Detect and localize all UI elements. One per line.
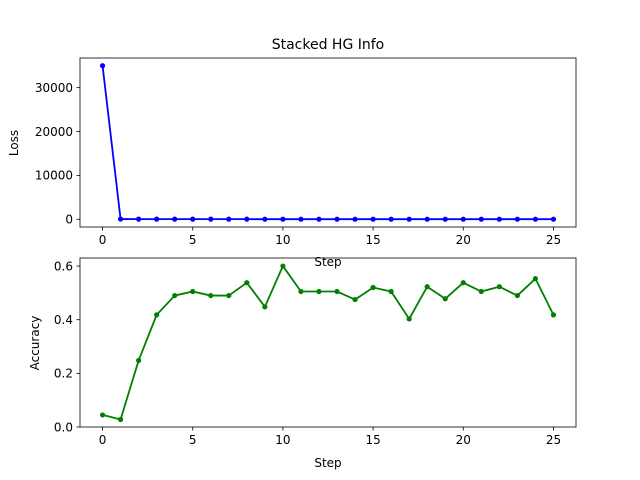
accuracy-x-tick-label: 25 [546, 433, 561, 447]
accuracy-data-point [550, 312, 557, 318]
loss-data-point [226, 216, 232, 222]
loss-x-tick-label: 15 [365, 233, 380, 247]
loss-data-point [442, 216, 448, 222]
accuracy-y-tick-label: 0.2 [54, 367, 73, 381]
accuracy-data-point [172, 292, 178, 299]
loss-data-point [280, 216, 286, 222]
accuracy-data-point [424, 284, 430, 290]
accuracy-data-point [514, 292, 520, 299]
accuracy-data-point [280, 263, 286, 269]
loss-data-point [154, 216, 160, 222]
accuracy-data-point [478, 288, 484, 295]
accuracy-data-point [244, 280, 250, 286]
accuracy-data-point [208, 292, 214, 299]
loss-data-point [460, 216, 466, 222]
accuracy-data-point [460, 280, 466, 286]
accuracy-data-point [262, 304, 268, 310]
loss-data-point [190, 216, 196, 222]
accuracy-data-point [406, 316, 412, 322]
loss-data-point [136, 216, 142, 222]
loss-y-tick-label: 30000 [35, 81, 73, 95]
accuracy-data-point [117, 416, 124, 423]
accuracy-data-point [226, 292, 232, 299]
loss-data-point [334, 216, 340, 222]
loss-data-point [316, 216, 322, 222]
accuracy-x-tick-label: 20 [456, 433, 471, 447]
accuracy-data-point [154, 312, 160, 318]
accuracy-data-point [136, 357, 142, 364]
accuracy-x-tick-label: 0 [99, 433, 107, 447]
loss-data-point [388, 216, 394, 222]
loss-x-tick-label: 0 [99, 233, 107, 247]
loss-y-tick-label: 0 [65, 213, 73, 227]
accuracy-data-point [99, 412, 106, 418]
loss-data-point [406, 216, 412, 222]
accuracy-data-point [298, 288, 304, 295]
loss-x-tick-label: 25 [546, 233, 561, 247]
accuracy-y-axis-label: Accuracy [28, 316, 42, 371]
accuracy-x-axis-label: Step [314, 456, 341, 470]
loss-plot-frame [79, 57, 577, 228]
accuracy-subplot: 0 5 10 15 20 25 0.0 0.2 0.4 0.6 Step Accuracy [28, 257, 577, 470]
loss-series [99, 63, 557, 222]
accuracy-series [99, 263, 557, 423]
loss-subplot: Stacked HG Info 0 5 10 15 20 25 0 10000 20000 300… [7, 37, 577, 269]
loss-data-point [172, 216, 178, 222]
accuracy-x-tick-label: 10 [275, 433, 290, 447]
accuracy-x-tick-label: 15 [365, 433, 380, 447]
accuracy-data-point [316, 288, 322, 295]
accuracy-data-point [388, 288, 394, 295]
accuracy-y-tick-label: 0.6 [54, 259, 73, 273]
loss-data-point [117, 216, 124, 222]
loss-data-point [532, 216, 539, 222]
accuracy-data-point [352, 296, 358, 303]
loss-data-point [424, 216, 430, 222]
loss-axes: 0 5 10 15 20 25 0 10000 20000 30000 [35, 81, 561, 247]
accuracy-data-point [442, 296, 448, 302]
accuracy-series-line [102, 265, 555, 421]
loss-data-point [262, 216, 268, 222]
loss-data-point [370, 216, 376, 222]
loss-data-point [478, 216, 484, 222]
loss-data-point [352, 216, 358, 222]
loss-x-tick-label: 5 [189, 233, 197, 247]
loss-data-point [99, 63, 106, 69]
accuracy-y-tick-label: 0.4 [54, 313, 73, 327]
accuracy-y-tick-label: 0.0 [54, 420, 73, 434]
loss-data-point [514, 216, 520, 222]
loss-x-tick-label: 10 [275, 233, 290, 247]
accuracy-data-point [532, 276, 539, 282]
loss-x-axis-label: Step [314, 255, 341, 269]
accuracy-data-point [496, 284, 502, 290]
loss-data-point [208, 216, 214, 222]
loss-x-tick-label: 20 [456, 233, 471, 247]
chart-title: Stacked HG Info [272, 37, 385, 53]
loss-series-line [101, 65, 554, 221]
loss-y-tick-label: 20000 [35, 125, 73, 139]
loss-data-point [244, 216, 250, 222]
loss-data-point [550, 216, 557, 222]
accuracy-data-point [190, 288, 196, 295]
accuracy-x-tick-label: 5 [189, 433, 197, 447]
loss-y-tick-label: 10000 [35, 169, 73, 183]
loss-y-axis-label: Loss [7, 130, 21, 156]
accuracy-plot-frame [79, 257, 577, 428]
loss-data-point [298, 216, 304, 222]
loss-data-point [496, 216, 502, 222]
accuracy-axes: 0 5 10 15 20 25 0.0 0.2 0.4 0.6 [54, 259, 561, 447]
accuracy-data-point [370, 284, 376, 291]
accuracy-data-point [334, 288, 340, 295]
